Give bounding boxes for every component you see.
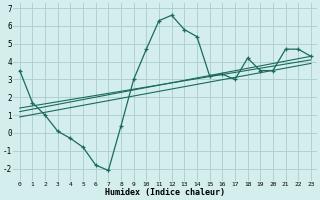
X-axis label: Humidex (Indice chaleur): Humidex (Indice chaleur) bbox=[105, 188, 225, 197]
